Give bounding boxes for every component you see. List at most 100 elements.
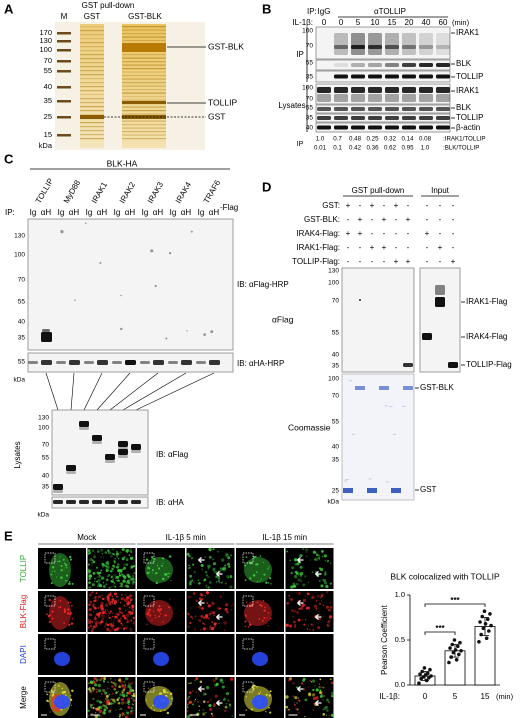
sign: + xyxy=(438,243,443,252)
speckle xyxy=(128,554,131,557)
speckle xyxy=(220,581,223,584)
speckle xyxy=(198,605,201,608)
speckle xyxy=(192,592,196,595)
speckle xyxy=(318,683,321,685)
speckle xyxy=(108,602,112,606)
speckle xyxy=(229,585,233,589)
ratio-value: 0.25 xyxy=(366,136,379,143)
speckle xyxy=(213,622,217,626)
puncta xyxy=(268,566,270,568)
speckle xyxy=(94,620,98,624)
ladder-band xyxy=(57,134,71,137)
speckle xyxy=(216,581,218,583)
marker-label: 100 xyxy=(14,252,25,259)
speckle xyxy=(321,556,324,558)
speckle xyxy=(103,585,106,588)
blot-label: TOLLIP xyxy=(456,113,483,122)
puncta xyxy=(259,604,262,607)
arrow xyxy=(216,614,223,620)
speckle xyxy=(295,592,297,594)
speckle xyxy=(312,593,314,595)
speckle xyxy=(123,695,126,698)
group-label: Input xyxy=(431,186,450,195)
sign: - xyxy=(452,243,455,252)
puncta xyxy=(48,598,52,602)
speckle xyxy=(125,601,127,603)
speckle xyxy=(120,617,122,620)
bait-label: IRAK3 xyxy=(146,180,166,205)
channel-label: DAPI xyxy=(19,645,28,664)
puncta xyxy=(58,607,60,609)
speckle xyxy=(113,687,116,690)
speckle xyxy=(123,701,127,704)
marker-label: 130 xyxy=(39,36,52,45)
speckle xyxy=(123,604,126,607)
ladder-band xyxy=(57,49,71,52)
puncta xyxy=(269,690,272,693)
speckle xyxy=(322,578,324,581)
marker-label: 100 xyxy=(38,425,49,432)
blot-label: β-actin xyxy=(456,123,480,132)
puncta xyxy=(161,577,165,581)
speckle xyxy=(96,576,98,578)
puncta xyxy=(49,711,51,713)
ib-label: IB: αFlag-HRP xyxy=(237,280,289,289)
puncta xyxy=(245,696,248,698)
gel-band xyxy=(80,42,104,44)
speckle xyxy=(318,613,321,617)
puncta xyxy=(69,698,73,702)
condition-label: IL-1β 15 min xyxy=(262,533,307,542)
speckle xyxy=(97,572,100,575)
speckle xyxy=(223,621,227,625)
speckle xyxy=(128,686,132,690)
gel-band xyxy=(80,74,104,76)
time-label: 0 xyxy=(339,18,344,27)
speckle xyxy=(125,627,128,629)
data-point xyxy=(451,650,456,655)
speckle xyxy=(205,585,207,587)
speckle xyxy=(297,711,300,714)
data-point xyxy=(455,644,460,649)
band xyxy=(436,94,450,102)
speckle xyxy=(109,610,112,613)
speckle xyxy=(306,628,309,630)
speckle xyxy=(195,691,198,693)
speckle xyxy=(188,691,192,695)
band xyxy=(419,63,433,67)
speckle xyxy=(187,613,190,616)
speckle xyxy=(131,577,135,581)
speckle xyxy=(88,608,92,612)
band xyxy=(79,427,89,430)
speckle xyxy=(120,611,124,615)
roi-box xyxy=(143,681,155,693)
sign: - xyxy=(359,243,362,252)
band xyxy=(196,361,206,364)
speckle xyxy=(205,595,207,597)
puncta xyxy=(158,615,161,618)
gel-band xyxy=(122,134,166,136)
puncta xyxy=(269,711,272,714)
speckle xyxy=(304,595,307,598)
nucleus xyxy=(153,652,169,666)
connector-line xyxy=(109,372,159,411)
speckle xyxy=(100,608,104,612)
speckle xyxy=(299,565,303,569)
speckle xyxy=(302,598,306,603)
band xyxy=(368,116,382,120)
band xyxy=(385,116,399,120)
speckle xyxy=(322,615,325,617)
time-label: 10 xyxy=(371,18,380,27)
speckle xyxy=(223,629,226,631)
puncta xyxy=(69,555,72,559)
puncta xyxy=(57,684,60,687)
speckle xyxy=(106,707,109,710)
ratio-value: 0.08 xyxy=(419,136,432,143)
ib-label: IB: αHA-HRP xyxy=(237,359,284,368)
speckle xyxy=(123,556,126,558)
speckle xyxy=(211,714,214,717)
speckle xyxy=(294,562,298,566)
puncta xyxy=(245,709,247,711)
data-point xyxy=(483,622,488,626)
puncta xyxy=(154,616,157,619)
band xyxy=(118,447,128,450)
